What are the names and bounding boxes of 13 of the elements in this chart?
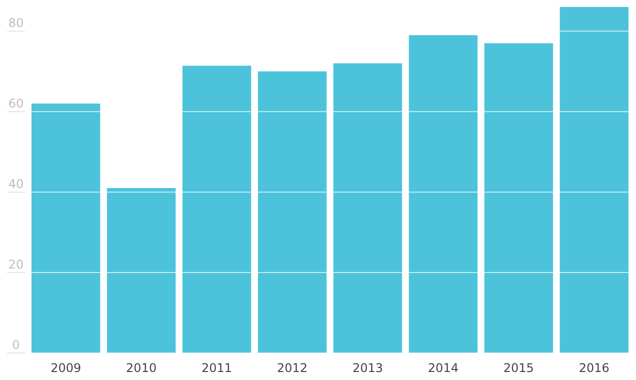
y-tick-label: 80 (8, 16, 24, 30)
x-tick-label: 2013 (352, 361, 384, 375)
y-tick-label: 0 (12, 338, 20, 352)
x-tick-label: 2009 (50, 361, 82, 375)
x-tick-label: 2011 (202, 361, 232, 375)
y-tick-label: 20 (8, 258, 24, 272)
x-tick-label: 2012 (276, 361, 308, 375)
y-tick-label: 40 (8, 177, 24, 192)
x-tick-label: 2015 (503, 361, 534, 375)
x-tick-label: 2014 (428, 361, 458, 375)
x-tick-label: 2010 (126, 361, 157, 375)
x-tick-label: 2016 (578, 361, 610, 375)
y-tick-label: 60 (8, 96, 24, 111)
